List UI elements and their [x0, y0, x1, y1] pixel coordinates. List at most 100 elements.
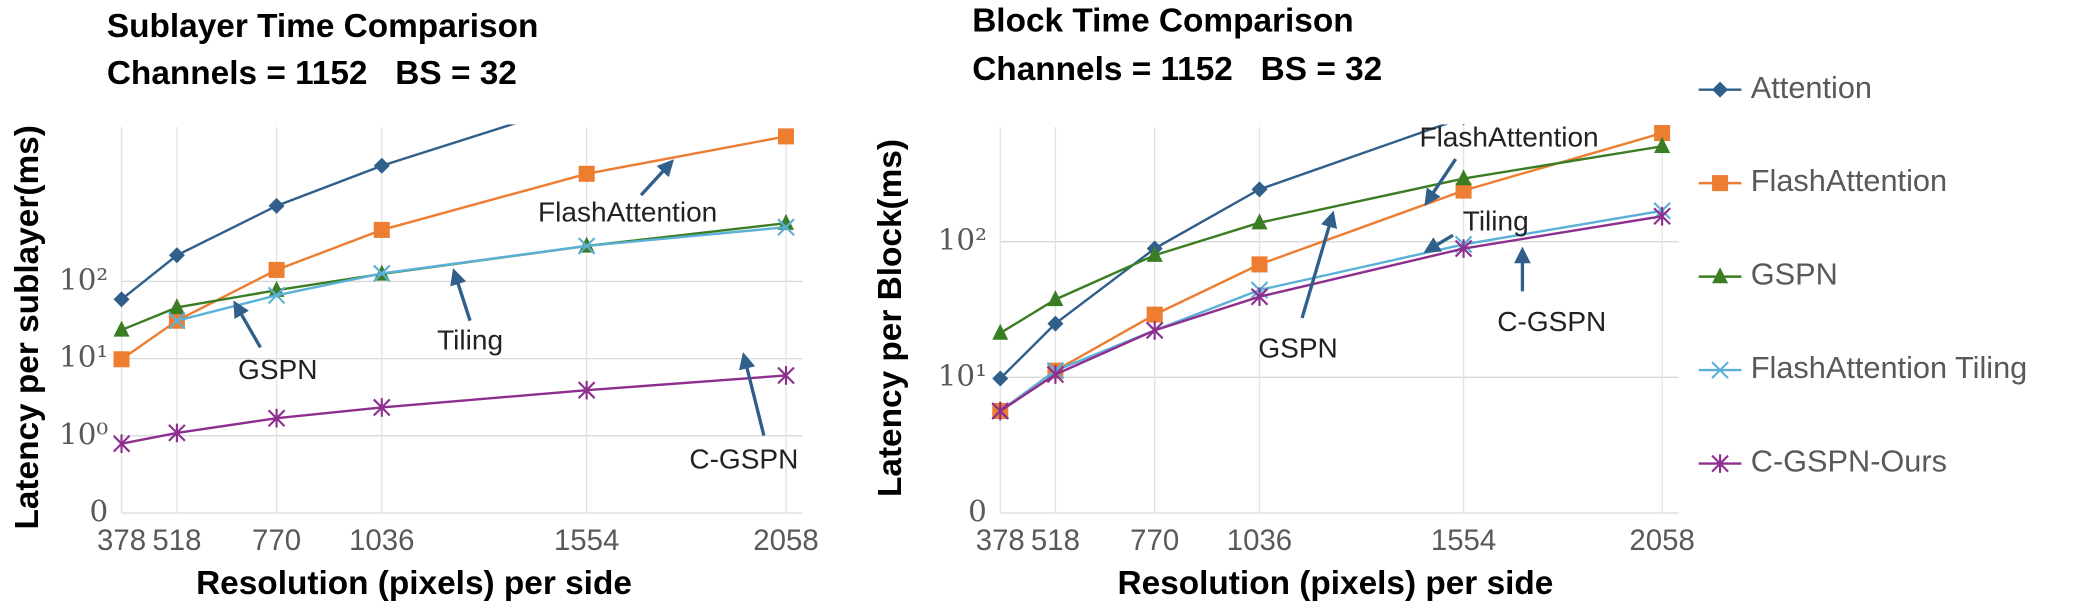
marker: [267, 286, 286, 305]
marker: [992, 370, 1009, 387]
annotation-arrow: [639, 159, 674, 197]
y-tick-label: 10¹: [938, 358, 987, 392]
x-tick-label: 378: [976, 524, 1025, 557]
x-tick-label: 2058: [753, 524, 818, 557]
marker: [778, 49, 794, 65]
marker: [1251, 256, 1268, 273]
marker: [373, 264, 391, 283]
x-tick-label: 770: [252, 524, 301, 557]
marker: [992, 323, 1009, 340]
marker: [577, 380, 596, 400]
x-tick-label: 1554: [1431, 524, 1496, 557]
legend-marker: [1711, 361, 1729, 379]
series-line: [999, 124, 1449, 380]
marker: [373, 157, 390, 174]
annotation: C-GSPN: [689, 443, 798, 474]
y-axis-title: Latency per sublayer(ms): [9, 125, 46, 529]
marker: [1046, 365, 1065, 384]
marker: [1145, 321, 1164, 340]
x-tick-label: 518: [152, 524, 201, 557]
marker: [1462, 124, 1465, 126]
marker: [578, 165, 595, 182]
y-axis-title: Latency per Block(ms): [872, 139, 909, 497]
annotation: Tiling: [437, 324, 503, 355]
marker: [373, 221, 390, 238]
x-axis-title: Resolution (pixels) per side: [1118, 565, 1554, 602]
marker: [267, 408, 286, 428]
y-tick-label: 0: [968, 494, 987, 528]
x-axis-title: Resolution (pixels) per side: [196, 565, 632, 602]
marker: [113, 291, 130, 308]
marker: [1455, 182, 1472, 199]
annotation-arrow: [1300, 210, 1338, 319]
legend-marker: [1712, 175, 1729, 192]
x-tick-label: 518: [1031, 524, 1080, 557]
marker: [777, 218, 795, 236]
x-tick-label: 378: [97, 524, 146, 557]
marker: [1654, 33, 1670, 49]
x-tick-label: 1036: [349, 524, 414, 557]
marker: [1455, 169, 1472, 186]
annotation: GSPN: [238, 354, 317, 385]
chart-title: Sublayer Time Comparison: [107, 8, 539, 45]
plot-area: [991, 33, 1671, 421]
legend-label: Attention: [1751, 70, 1872, 105]
plot-area: [113, 49, 795, 454]
series-line: [999, 145, 1663, 335]
marker: [1146, 245, 1163, 262]
marker: [168, 311, 186, 330]
marker: [1653, 206, 1671, 226]
legend-marker: [1711, 454, 1729, 473]
marker: [1047, 290, 1064, 307]
legend-marker: [1712, 81, 1729, 98]
chart-subtitle: Channels = 1152 BS = 32: [972, 51, 1382, 88]
marker: [1654, 136, 1671, 153]
series-line: [999, 131, 1663, 412]
annotation: FlashAttention: [538, 196, 717, 227]
marker: [579, 93, 595, 109]
marker: [113, 351, 130, 368]
y-tick-label: 10²: [59, 262, 108, 296]
marker: [268, 261, 285, 278]
legend-label: C-GSPN-Ours: [1751, 444, 1947, 479]
marker: [1251, 213, 1268, 230]
annotation: Tiling: [1463, 206, 1529, 237]
chart-title: Block Time Comparison: [972, 3, 1353, 40]
marker: [168, 247, 185, 264]
annotation-arrow: [450, 268, 472, 322]
marker: [1251, 181, 1268, 198]
annotation-arrow: [1423, 233, 1454, 253]
series-line: [121, 222, 787, 332]
marker: [1454, 239, 1473, 258]
marker: [777, 213, 795, 230]
marker: [373, 398, 391, 417]
x-tick-label: 1554: [554, 524, 619, 557]
y-tick-label: 0: [89, 494, 108, 528]
x-tick-label: 2058: [1629, 524, 1694, 557]
marker: [113, 320, 130, 337]
marker: [168, 298, 185, 315]
y-tick-label: 10⁰: [59, 417, 108, 451]
marker: [777, 366, 795, 385]
annotation-arrow: [1424, 158, 1458, 206]
marker: [991, 401, 1010, 421]
annotation-arrow: [738, 352, 766, 436]
y-tick-label: 10²: [938, 223, 987, 257]
marker: [168, 423, 186, 443]
series-line: [999, 209, 1663, 412]
y-tick-label: 10¹: [59, 340, 108, 374]
series-line: [120, 124, 516, 301]
legend-label: FlashAttention: [1751, 163, 1947, 198]
chart-subtitle: Channels = 1152 BS = 32: [107, 55, 517, 92]
legend-label: GSPN: [1751, 257, 1838, 292]
series-line: [120, 135, 787, 361]
annotation: FlashAttention: [1419, 121, 1598, 152]
marker: [268, 197, 285, 214]
annotation: GSPN: [1258, 332, 1337, 363]
x-tick-label: 770: [1130, 524, 1179, 557]
marker: [113, 434, 131, 454]
legend-marker: [1712, 267, 1729, 284]
x-tick-label: 1036: [1227, 524, 1292, 557]
annotation-arrow: [233, 300, 262, 349]
